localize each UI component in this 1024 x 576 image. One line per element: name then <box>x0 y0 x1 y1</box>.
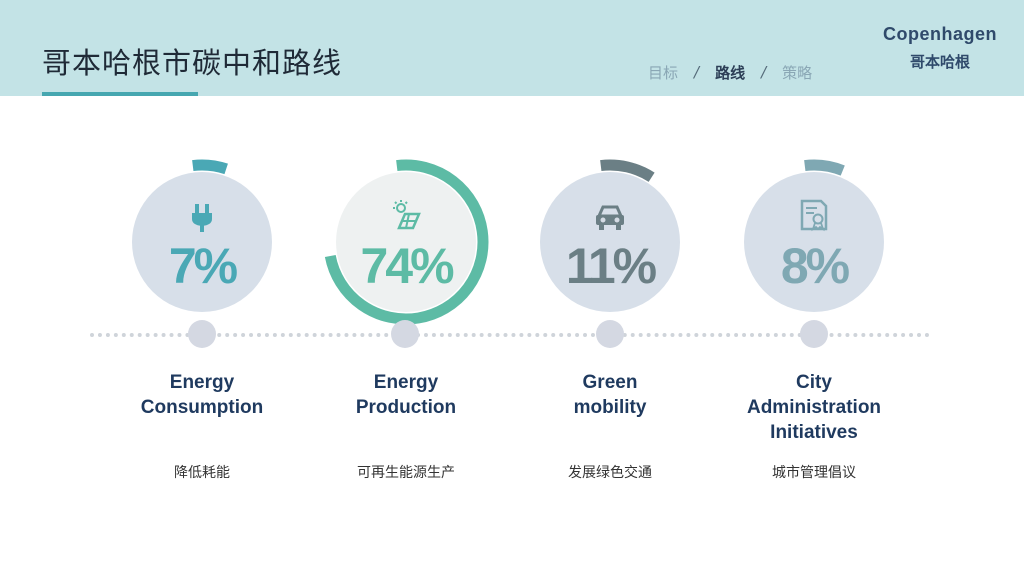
title-underline <box>42 92 198 96</box>
percent-consumption: 7% <box>168 238 238 294</box>
percent-production: 74% <box>360 238 454 294</box>
ring-background-production <box>336 172 476 312</box>
nav-separator: / <box>694 63 700 81</box>
car-icon <box>596 205 624 230</box>
brand-name-en: Copenhagen <box>882 24 997 44</box>
ring-background-consumption <box>132 172 272 312</box>
plug-icon <box>192 204 212 232</box>
breadcrumb-nav: 目标 / 路线 / 策略 <box>648 62 812 82</box>
sub-energy-production: 可再生能源生产 <box>357 465 455 481</box>
timeline-node-3 <box>596 320 624 348</box>
timeline-dotted-line <box>90 333 930 337</box>
timeline-node-2 <box>391 320 419 348</box>
timeline-node-1 <box>188 320 216 348</box>
ring-background-administration <box>744 172 884 312</box>
label-energy-consumption: Energy Consumption <box>140 372 264 418</box>
label-energy-production: Energy Production <box>355 372 457 418</box>
ring-arc-production <box>324 159 489 325</box>
percent-administration: 8% <box>780 238 850 294</box>
timeline-node-4 <box>800 320 828 348</box>
ring-arc-mobility <box>600 159 655 182</box>
brand-name-cn: 哥本哈根 <box>909 53 970 71</box>
solar-icon <box>393 200 421 230</box>
sub-energy-consumption: 降低耗能 <box>174 465 230 481</box>
nav-item-strategy[interactable]: 策略 <box>782 63 813 82</box>
label-green-mobility: Green mobility <box>573 372 647 418</box>
ring-arc-administration <box>804 159 845 176</box>
page-title: 哥本哈根市碳中和路线 <box>42 46 343 80</box>
label-city-administration: City Administration Initiatives <box>746 372 882 443</box>
nav-separator: / <box>761 63 767 81</box>
sub-city-administration: 城市管理倡议 <box>772 465 856 481</box>
brand-block: Copenhagen 哥本哈根 <box>860 24 1020 72</box>
nav-item-route[interactable]: 路线 <box>715 63 746 82</box>
sub-green-mobility: 发展绿色交通 <box>568 465 652 481</box>
header-bar <box>0 0 1024 96</box>
ring-background-mobility <box>540 172 680 312</box>
percent-mobility: 11% <box>565 238 657 294</box>
certificate-icon <box>800 199 828 232</box>
ring-arc-consumption <box>192 159 228 175</box>
nav-item-goal[interactable]: 目标 <box>648 63 679 82</box>
